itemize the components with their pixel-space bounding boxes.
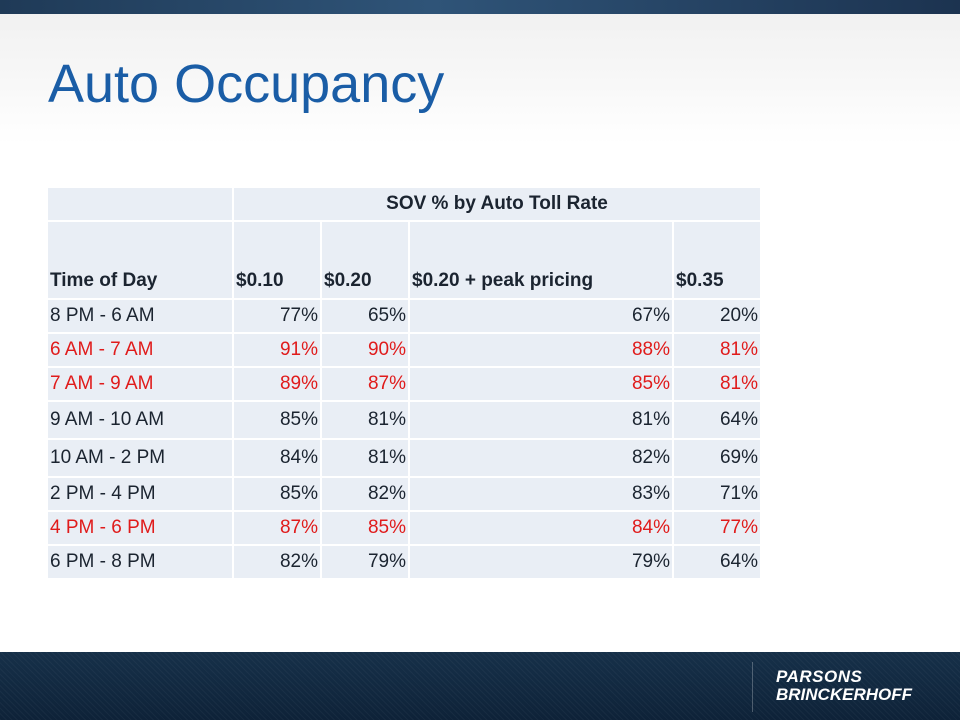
slide-title: Auto Occupancy <box>48 54 445 114</box>
empty-header-cell <box>46 186 234 222</box>
logo-line-1: PARSONS <box>776 667 863 686</box>
table-row: 6 AM - 7 AM 91% 90% 88% 81% <box>46 332 762 368</box>
value-cell: 79% <box>408 544 674 580</box>
value-cell: 64% <box>672 400 762 440</box>
value-cell: 65% <box>320 298 410 334</box>
table-row: 7 AM - 9 AM 89% 87% 85% 81% <box>46 366 762 402</box>
value-cell: 88% <box>408 332 674 368</box>
title-band <box>0 14 960 144</box>
time-cell: 6 AM - 7 AM <box>46 332 234 368</box>
value-cell: 77% <box>232 298 322 334</box>
value-cell: 81% <box>408 400 674 440</box>
footer-bar <box>0 652 960 720</box>
value-cell: 71% <box>672 476 762 512</box>
group-header-row: SOV % by Auto Toll Rate <box>46 186 762 222</box>
value-cell: 85% <box>232 400 322 440</box>
column-header-toll-0-20: $0.20 <box>320 220 410 300</box>
time-cell: 4 PM - 6 PM <box>46 510 234 546</box>
value-cell: 82% <box>232 544 322 580</box>
table-row: 9 AM - 10 AM 85% 81% 81% 64% <box>46 400 762 440</box>
table-row: 8 PM - 6 AM 77% 65% 67% 20% <box>46 298 762 334</box>
logo-line-2: BRINCKERHOFF <box>776 685 912 704</box>
top-banner <box>0 0 960 14</box>
value-cell: 87% <box>232 510 322 546</box>
value-cell: 81% <box>672 366 762 402</box>
value-cell: 82% <box>320 476 410 512</box>
value-cell: 82% <box>408 438 674 478</box>
time-cell: 2 PM - 4 PM <box>46 476 234 512</box>
value-cell: 79% <box>320 544 410 580</box>
value-cell: 67% <box>408 298 674 334</box>
value-cell: 77% <box>672 510 762 546</box>
table-row: 10 AM - 2 PM 84% 81% 82% 69% <box>46 438 762 478</box>
column-header-toll-0-35: $0.35 <box>672 220 762 300</box>
value-cell: 85% <box>232 476 322 512</box>
value-cell: 83% <box>408 476 674 512</box>
time-cell: 9 AM - 10 AM <box>46 400 234 440</box>
value-cell: 89% <box>232 366 322 402</box>
footer-divider <box>752 662 753 712</box>
table-row: 6 PM - 8 PM 82% 79% 79% 64% <box>46 544 762 580</box>
column-header-time-of-day: Time of Day <box>46 220 234 300</box>
value-cell: 90% <box>320 332 410 368</box>
table-row: 4 PM - 6 PM 87% 85% 84% 77% <box>46 510 762 546</box>
value-cell: 81% <box>672 332 762 368</box>
value-cell: 91% <box>232 332 322 368</box>
value-cell: 84% <box>408 510 674 546</box>
time-cell: 6 PM - 8 PM <box>46 544 234 580</box>
table-body: 8 PM - 6 AM 77% 65% 67% 20% 6 AM - 7 AM … <box>46 298 762 580</box>
value-cell: 87% <box>320 366 410 402</box>
column-header-toll-0-20-peak: $0.20 + peak pricing <box>408 220 674 300</box>
value-cell: 69% <box>672 438 762 478</box>
column-header-toll-0-10: $0.10 <box>232 220 322 300</box>
value-cell: 81% <box>320 400 410 440</box>
value-cell: 81% <box>320 438 410 478</box>
value-cell: 64% <box>672 544 762 580</box>
value-cell: 84% <box>232 438 322 478</box>
value-cell: 20% <box>672 298 762 334</box>
time-cell: 7 AM - 9 AM <box>46 366 234 402</box>
table-row: 2 PM - 4 PM 85% 82% 83% 71% <box>46 476 762 512</box>
value-cell: 85% <box>320 510 410 546</box>
occupancy-table: SOV % by Auto Toll Rate Time of Day $0.1… <box>46 186 762 580</box>
time-cell: 8 PM - 6 AM <box>46 298 234 334</box>
column-header-row: Time of Day $0.10 $0.20 $0.20 + peak pri… <box>46 220 762 300</box>
parsons-brinckerhoff-logo: PARSONS BRINCKERHOFF <box>776 668 946 704</box>
time-cell: 10 AM - 2 PM <box>46 438 234 478</box>
group-header: SOV % by Auto Toll Rate <box>232 186 762 222</box>
value-cell: 85% <box>408 366 674 402</box>
